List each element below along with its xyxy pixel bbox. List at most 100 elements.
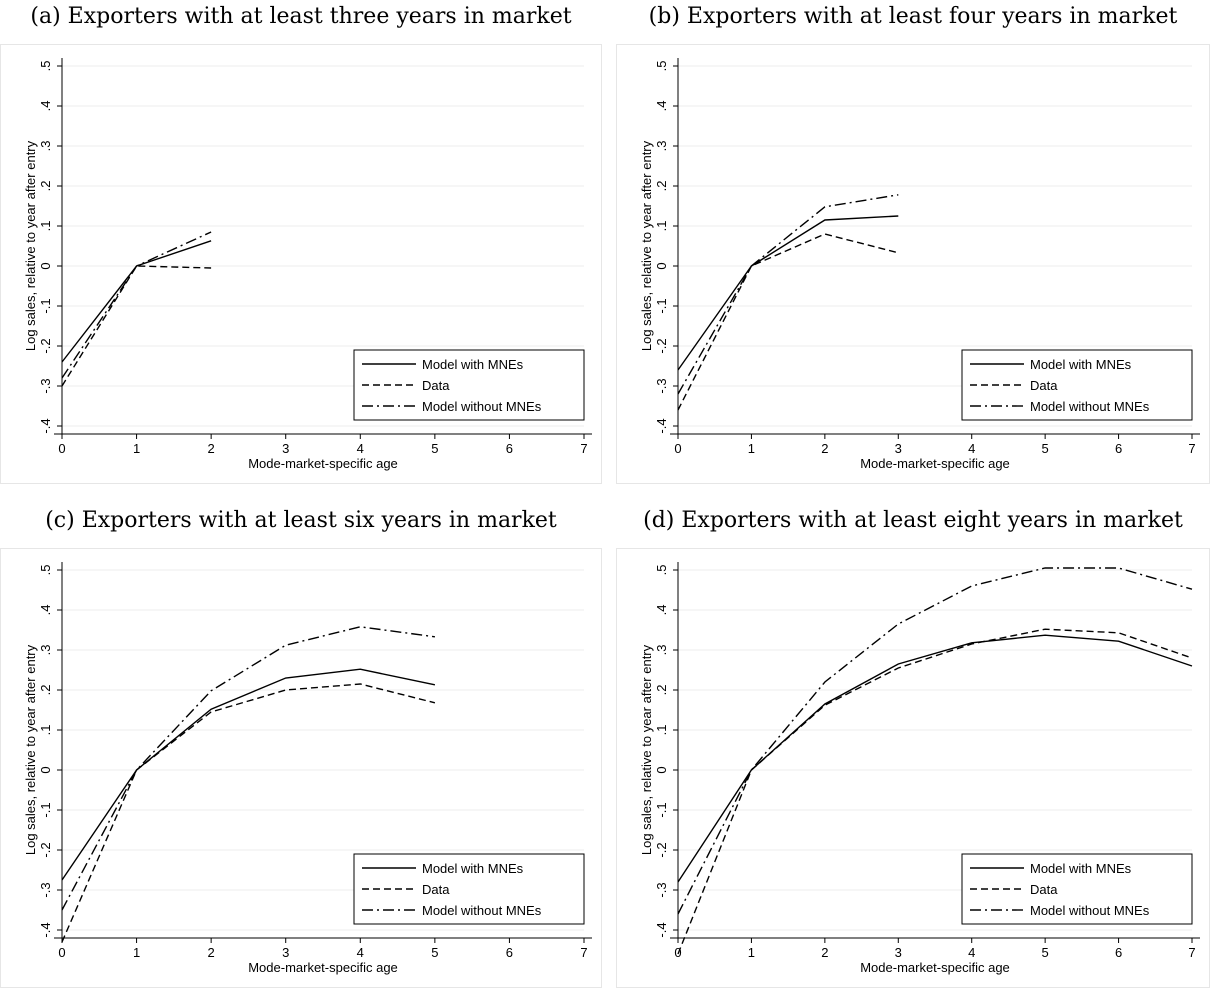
x-tick-label: 0: [674, 441, 681, 456]
y-tick-label: -.4: [654, 922, 669, 937]
x-tick-label: 0: [58, 945, 65, 960]
y-tick-label: 0: [38, 766, 53, 773]
y-axis-label: Log sales, relative to year after entry: [639, 140, 654, 351]
x-tick-label: 4: [357, 441, 364, 456]
y-tick-label: -.3: [38, 378, 53, 393]
legend-box: [961, 853, 1193, 925]
x-tick-label: 2: [208, 441, 215, 456]
y-tick-label: -.3: [38, 882, 53, 897]
x-tick-label: 5: [431, 945, 438, 960]
x-tick-label: 1: [748, 945, 755, 960]
y-tick-label: -.3: [654, 378, 669, 393]
legend-label: Model without MNEs: [422, 399, 542, 414]
y-tick-label: .4: [38, 101, 53, 112]
y-tick-label: .5: [654, 565, 669, 576]
legend-box: [961, 349, 1193, 421]
x-tick-label: 1: [133, 945, 140, 960]
y-tick-label: .2: [654, 685, 669, 696]
y-tick-label: -.3: [654, 882, 669, 897]
chart-title: (b) Exporters with at least four years i…: [648, 4, 1178, 29]
x-tick-label: 1: [133, 441, 140, 456]
x-tick-label: 5: [1042, 945, 1049, 960]
series-line: [61, 240, 212, 363]
line-chart: -.4-.3-.2-.10.1.2.3.4.50 1 2 3 4 5 6 7Mode-mark…: [23, 562, 592, 975]
y-tick-label: 0: [38, 262, 53, 269]
series-line: [677, 628, 1193, 955]
y-tick-label: -.1: [654, 298, 669, 313]
x-tick-label: 6: [506, 441, 513, 456]
legend: Model with MNEs Data Model without MNEs: [961, 349, 1193, 421]
y-tick-label: -.1: [38, 802, 53, 817]
legend-box: [353, 853, 585, 925]
y-tick-label: .4: [654, 101, 669, 112]
x-tick-label: 6: [1115, 945, 1122, 960]
y-axis-label: Log sales, relative to year after entry: [23, 644, 38, 855]
chart-panel-c: (c) Exporters with at least six years in…: [0, 504, 602, 988]
x-tick-label: 1: [748, 441, 755, 456]
x-tick-label: 7: [580, 945, 587, 960]
y-tick-label: .1: [654, 221, 669, 232]
series-line: [61, 231, 212, 379]
x-axis-label: Mode-market-specific age: [860, 960, 1010, 975]
y-tick-label: .4: [654, 605, 669, 616]
x-tick-label: 7: [1188, 441, 1195, 456]
legend-label: Model with MNEs: [1030, 861, 1132, 876]
series-line: [677, 215, 899, 371]
y-tick-label: .3: [654, 141, 669, 152]
y-axis-label: Log sales, relative to year after entry: [23, 140, 38, 351]
y-tick-label: -.2: [38, 338, 53, 353]
legend-label: Model with MNEs: [422, 357, 524, 372]
y-tick-label: .5: [654, 61, 669, 72]
y-tick-label: 0: [654, 766, 669, 773]
y-tick-label: -.1: [38, 298, 53, 313]
y-tick-label: -.2: [38, 842, 53, 857]
x-tick-label: 2: [208, 945, 215, 960]
x-tick-label: 4: [968, 945, 975, 960]
legend-label: Model with MNEs: [1030, 357, 1132, 372]
y-tick-label: .3: [654, 645, 669, 656]
y-tick-label: .5: [38, 565, 53, 576]
legend-label: Model without MNEs: [1030, 903, 1150, 918]
series-line: [677, 233, 899, 411]
y-tick-label: .5: [38, 61, 53, 72]
y-tick-label: -.4: [38, 418, 53, 433]
series-line: [61, 668, 436, 881]
y-tick-label: -.2: [654, 842, 669, 857]
y-tick-label: 0: [654, 262, 669, 269]
x-tick-label: 7: [1188, 945, 1195, 960]
x-tick-label: 5: [1042, 441, 1049, 456]
x-tick-label: 3: [282, 945, 289, 960]
chart-title: (d) Exporters with at least eight years …: [643, 508, 1183, 533]
y-tick-label: -.4: [654, 418, 669, 433]
chart-panel-a: (a) Exporters with at least three years …: [0, 0, 602, 484]
x-tick-label: 2: [821, 441, 828, 456]
legend-label: Data: [1030, 882, 1058, 897]
series-line: [677, 567, 1193, 915]
x-tick-label: 3: [282, 441, 289, 456]
y-tick-label: -.1: [654, 802, 669, 817]
line-chart: -.4-.3-.2-.10.1.2.3.4.50 1 2 3 4 5 6 7Mode-mark…: [639, 58, 1200, 471]
x-tick-label: 7: [580, 441, 587, 456]
x-axis-label: Mode-market-specific age: [860, 456, 1010, 471]
legend: Model with MNEs Data Model without MNEs: [353, 349, 585, 421]
legend-label: Data: [1030, 378, 1058, 393]
line-chart: -.4-.3-.2-.10.1.2.3.4.50 1 2 3 4 5 6 7Mode-mark…: [639, 562, 1200, 975]
legend: Model with MNEs Data Model without MNEs: [961, 853, 1193, 925]
chart-title: (c) Exporters with at least six years in…: [45, 508, 557, 533]
x-tick-label: 6: [1115, 441, 1122, 456]
plot-frame: [0, 44, 602, 484]
series-line: [61, 265, 212, 387]
y-tick-label: .1: [38, 725, 53, 736]
legend-label: Model with MNEs: [422, 861, 524, 876]
x-tick-label: 4: [968, 441, 975, 456]
y-tick-label: .2: [38, 181, 53, 192]
legend-label: Data: [422, 378, 450, 393]
y-tick-label: -.4: [38, 922, 53, 937]
legend-box: [353, 349, 585, 421]
y-axis-label: Log sales, relative to year after entry: [639, 644, 654, 855]
series-line: [61, 683, 436, 943]
y-tick-label: .4: [38, 605, 53, 616]
x-tick-label: 4: [357, 945, 364, 960]
x-tick-label: 3: [895, 945, 902, 960]
x-tick-label: 2: [821, 945, 828, 960]
